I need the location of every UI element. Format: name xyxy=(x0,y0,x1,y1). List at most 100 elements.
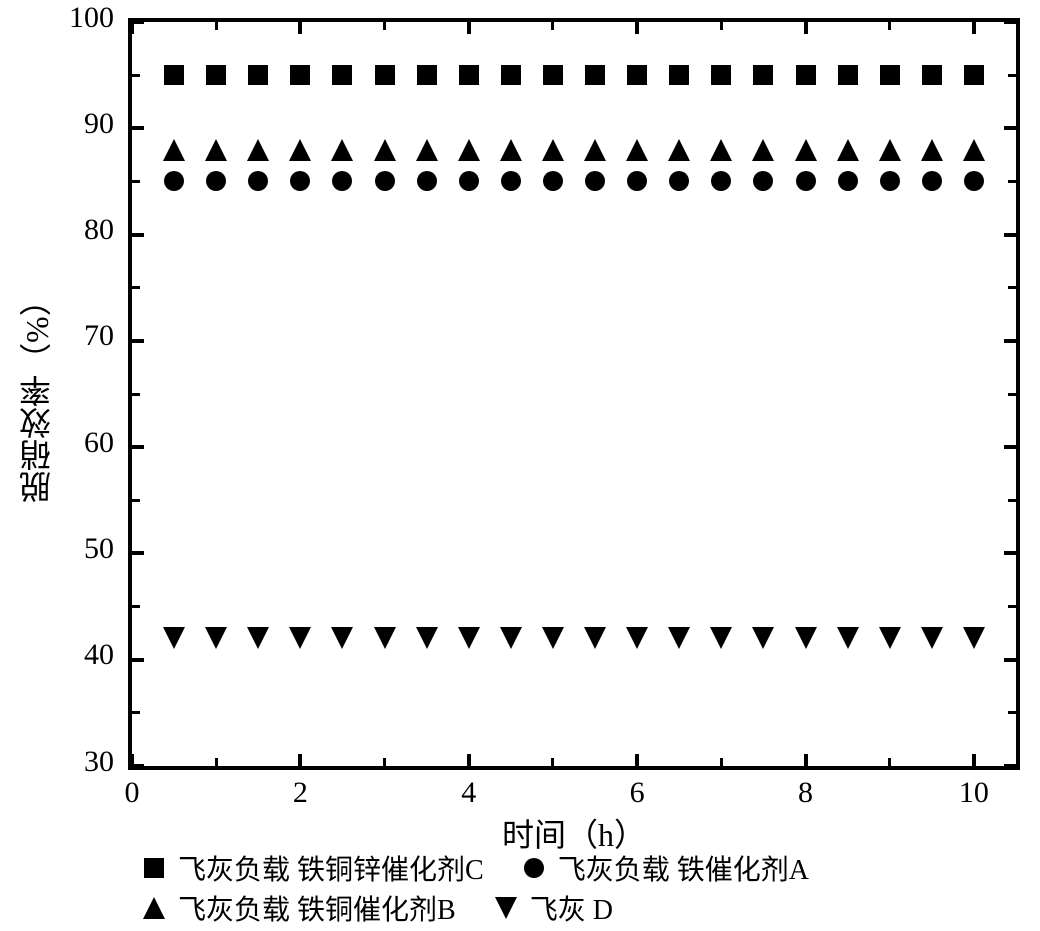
data-point-series_d xyxy=(668,627,690,649)
x-tick-minor xyxy=(551,758,554,766)
y-tick-minor xyxy=(132,499,140,502)
data-point-series_d xyxy=(626,627,648,649)
legend-row: 飞灰负载 铁铜催化剂B 飞灰 D xyxy=(140,888,809,928)
y-tick-major xyxy=(1004,20,1016,24)
data-point-series_c xyxy=(543,65,563,85)
plot-area xyxy=(128,18,1020,770)
x-tick-label: 8 xyxy=(776,776,836,810)
circle-icon xyxy=(520,854,548,882)
y-tick-minor xyxy=(132,605,140,608)
data-point-series_c xyxy=(206,65,226,85)
data-point-series_b xyxy=(331,139,353,161)
y-tick-major xyxy=(1004,658,1016,662)
x-tick-minor xyxy=(720,22,723,30)
x-tick-label: 6 xyxy=(607,776,667,810)
data-point-series_c xyxy=(290,65,310,85)
data-point-series_c xyxy=(375,65,395,85)
y-tick-major xyxy=(1004,126,1016,130)
y-tick-minor xyxy=(1008,74,1016,77)
x-tick-label: 2 xyxy=(270,776,330,810)
data-point-series_c xyxy=(459,65,479,85)
legend-label: 飞灰负载 铁催化剂A xyxy=(558,848,809,888)
data-point-series_d xyxy=(374,627,396,649)
data-point-series_d xyxy=(542,627,564,649)
x-tick-minor xyxy=(551,22,554,30)
data-point-series_b xyxy=(879,139,901,161)
data-point-series_b xyxy=(921,139,943,161)
data-point-series_d xyxy=(458,627,480,649)
data-point-series_b xyxy=(163,139,185,161)
data-point-series_a xyxy=(417,171,437,191)
data-point-series_d xyxy=(163,627,185,649)
data-point-series_c xyxy=(922,65,942,85)
data-point-series_c xyxy=(669,65,689,85)
data-point-series_d xyxy=(584,627,606,649)
data-point-series_a xyxy=(880,171,900,191)
data-point-series_a xyxy=(922,171,942,191)
legend-item-series_c: 飞灰负载 铁铜锌催化剂C xyxy=(140,848,484,888)
data-point-series_a xyxy=(543,171,563,191)
y-tick-minor xyxy=(132,711,140,714)
data-point-series_a xyxy=(627,171,647,191)
data-point-series_c xyxy=(248,65,268,85)
data-point-series_a xyxy=(206,171,226,191)
x-tick-major xyxy=(804,754,808,766)
data-point-series_b xyxy=(795,139,817,161)
data-point-series_c xyxy=(796,65,816,85)
legend-label: 飞灰负载 铁铜催化剂B xyxy=(178,888,456,928)
x-tick-major xyxy=(130,754,134,766)
y-tick-minor xyxy=(132,393,140,396)
y-tick-major xyxy=(1004,764,1016,768)
triangle-up-icon xyxy=(140,894,168,922)
data-point-series_c xyxy=(417,65,437,85)
legend-row: 飞灰负载 铁铜锌催化剂C 飞灰负载 铁催化剂A xyxy=(140,848,809,888)
legend-item-series_d: 飞灰 D xyxy=(492,888,613,928)
triangle-down-icon xyxy=(492,894,520,922)
data-point-series_b xyxy=(584,139,606,161)
y-tick-major xyxy=(132,233,144,237)
data-point-series_b xyxy=(205,139,227,161)
data-point-series_a xyxy=(585,171,605,191)
y-tick-major xyxy=(132,658,144,662)
data-point-series_c xyxy=(332,65,352,85)
data-point-series_b xyxy=(963,139,985,161)
data-point-series_d xyxy=(416,627,438,649)
x-tick-minor xyxy=(888,22,891,30)
x-tick-major xyxy=(972,754,976,766)
y-tick-minor xyxy=(1008,605,1016,608)
x-tick-major xyxy=(298,22,302,34)
y-tick-major xyxy=(132,339,144,343)
data-point-series_c xyxy=(627,65,647,85)
data-point-series_a xyxy=(711,171,731,191)
data-point-series_a xyxy=(669,171,689,191)
data-point-series_d xyxy=(710,627,732,649)
y-tick-major xyxy=(132,445,144,449)
y-tick-major xyxy=(1004,445,1016,449)
data-point-series_d xyxy=(837,627,859,649)
x-tick-minor xyxy=(888,758,891,766)
x-tick-major xyxy=(804,22,808,34)
data-point-series_d xyxy=(963,627,985,649)
x-tick-minor xyxy=(383,22,386,30)
x-tick-label: 10 xyxy=(944,776,1004,810)
data-point-series_c xyxy=(880,65,900,85)
y-tick-minor xyxy=(1008,711,1016,714)
legend-item-series_a: 飞灰负载 铁催化剂A xyxy=(520,848,809,888)
data-point-series_d xyxy=(795,627,817,649)
data-point-series_a xyxy=(838,171,858,191)
data-point-series_b xyxy=(289,139,311,161)
data-point-series_b xyxy=(752,139,774,161)
y-tick-minor xyxy=(1008,180,1016,183)
data-point-series_a xyxy=(164,171,184,191)
x-tick-label: 0 xyxy=(102,776,162,810)
y-tick-minor xyxy=(1008,393,1016,396)
square-icon xyxy=(140,854,168,882)
data-point-series_b xyxy=(416,139,438,161)
y-tick-minor xyxy=(132,74,140,77)
data-point-series_c xyxy=(585,65,605,85)
data-point-series_a xyxy=(290,171,310,191)
y-tick-major xyxy=(132,126,144,130)
y-tick-major xyxy=(1004,339,1016,343)
data-point-series_a xyxy=(753,171,773,191)
data-point-series_a xyxy=(248,171,268,191)
